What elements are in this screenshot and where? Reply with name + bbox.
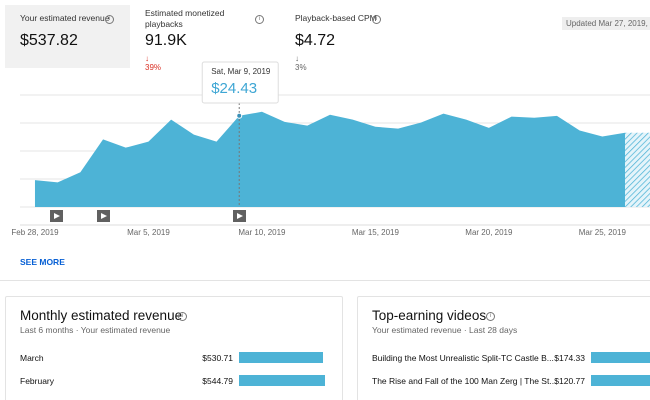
row-value: $544.79 — [202, 376, 233, 386]
info-icon[interactable]: i — [105, 15, 114, 24]
tooltip-value: $24.43 — [211, 80, 257, 97]
row-label: Building the Most Unrealistic Split-TC C… — [372, 353, 554, 363]
metric-change: ↓ 39% — [145, 54, 161, 72]
x-tick-label: Mar 20, 2019 — [465, 228, 513, 237]
bar — [591, 352, 650, 363]
card-title: Monthly estimated revenue — [20, 308, 183, 323]
bar — [591, 375, 650, 386]
metric-value: $537.82 — [20, 32, 78, 49]
info-icon[interactable]: i — [372, 15, 381, 24]
tooltip-box — [201, 61, 279, 104]
card: Top-earning videos Your estimated revenue… — [357, 296, 650, 400]
row-label: March — [20, 353, 44, 363]
x-tick-label: Mar 25, 2019 — [579, 228, 627, 237]
see-more-link[interactable]: SEE MORE — [20, 257, 65, 267]
change-text: 3% — [295, 63, 307, 72]
card-subtitle: Your estimated revenue · Last 28 days — [372, 325, 518, 335]
x-tick-label: Mar 15, 2019 — [352, 228, 400, 237]
updated-label: Updated Mar 27, 2019, 3 — [562, 17, 650, 30]
row-label: The Rise and Fall of the 100 Man Zerg | … — [372, 376, 557, 386]
row-label: February — [20, 376, 55, 386]
x-tick-label: Mar 10, 2019 — [238, 228, 286, 237]
x-tick-label: Feb 28, 2019 — [11, 228, 59, 237]
hover-dot — [236, 112, 243, 119]
metric-value: 91.9K — [145, 32, 187, 49]
info-icon: i — [486, 312, 495, 321]
bar — [239, 352, 323, 363]
row-value: $174.33 — [554, 353, 585, 363]
annotation-markers — [50, 210, 246, 222]
metric-label: Playback-based CPM — [295, 13, 377, 23]
bar — [239, 375, 325, 386]
row-value: $530.71 — [202, 353, 233, 363]
metric-value: $4.72 — [295, 32, 336, 49]
metric-label: Estimated monetized playbacks — [145, 8, 225, 29]
card-title: Top-earning videos — [372, 308, 487, 323]
incomplete-area — [625, 132, 650, 207]
card-subtitle: Last 6 months · Your estimated revenue — [20, 325, 171, 335]
down-arrow: ↓ — [295, 54, 299, 63]
down-arrow: ↓ — [145, 54, 149, 63]
card: Monthly estimated revenue Last 6 months ·… — [5, 296, 343, 400]
divider — [0, 280, 650, 281]
info-icon[interactable]: i — [255, 15, 264, 24]
tooltip-date: Sat, Mar 9, 2019 — [211, 67, 271, 76]
metric-label: Your estimated revenue — [20, 13, 110, 23]
x-tick-label: Mar 5, 2019 — [127, 228, 170, 237]
metric-change: ↓ 3% — [295, 54, 307, 72]
info-icon: i — [178, 312, 187, 321]
change-text: 39% — [145, 63, 162, 72]
area — [34, 111, 626, 207]
revenue-chart: Feb 28, 2019 Mar 5, 2019 Mar 10, 2019 Mar 1… — [11, 61, 650, 237]
row-value: $120.77 — [554, 376, 585, 386]
